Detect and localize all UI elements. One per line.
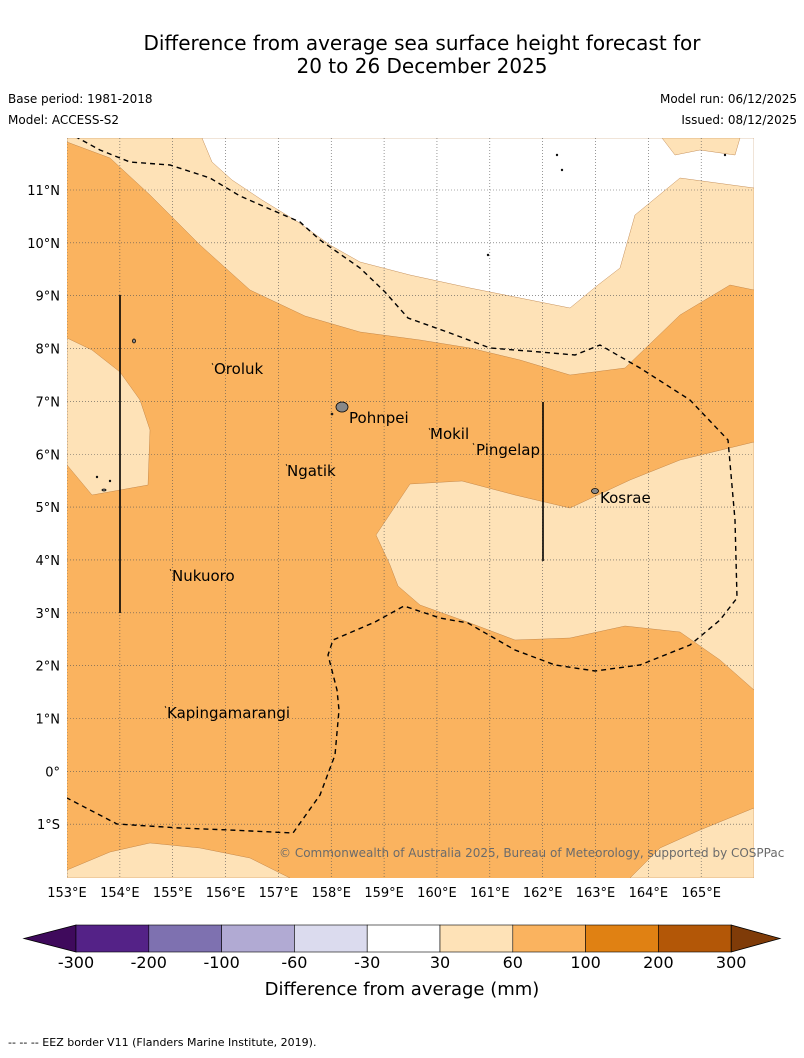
contour-30-60-west	[67, 337, 151, 496]
copyright-notice: © Commonwealth of Australia 2025, Bureau…	[279, 846, 784, 860]
issued-date: Issued: 08/12/2025	[681, 113, 797, 127]
lat-tick-label: 9°N	[36, 290, 61, 305]
lon-tick-label: 153°E	[47, 886, 87, 901]
lat-tick-label: 5°N	[36, 501, 61, 516]
islet-west	[132, 338, 136, 344]
contour-30-60-southwest	[67, 842, 291, 878]
title-line-2: 20 to 26 December 2025	[296, 54, 548, 78]
place-pingelap: Pingelap	[476, 441, 540, 459]
colorbar-tick-label: -200	[131, 953, 167, 972]
colorbar-label: Difference from average (mm)	[265, 979, 540, 1000]
land	[95, 153, 727, 494]
colorbar-tick-label: 100	[570, 953, 601, 972]
lat-tick-label: 10°N	[27, 237, 60, 252]
lon-tick-label: 165°E	[681, 886, 721, 901]
colorbar-tick-label: 200	[643, 953, 674, 972]
colorbar: -300 -200 -100 -60 -30 30 60 100 200 300	[22, 924, 782, 972]
colorbar-swatch	[75, 924, 150, 953]
model-run: Model run: 06/12/2025	[659, 92, 797, 106]
place-kosrae: Kosrae	[600, 489, 651, 507]
colorbar-tick-label: -100	[203, 953, 239, 972]
lon-tick-label: 163°E	[576, 886, 616, 901]
colorbar-tick-label: -60	[281, 953, 307, 972]
lat-tick-label: 3°N	[36, 607, 61, 622]
place-oroluk: Oroluk	[214, 360, 263, 378]
longitude-tick-labels: 153°E 154°E 155°E 156°E 157°E 158°E 159°E 160°E…	[47, 886, 721, 901]
gridlines	[67, 138, 754, 878]
lat-tick-label: 0°	[45, 765, 60, 780]
colorbar-swatch	[221, 924, 295, 953]
contour-30-60-central	[375, 441, 754, 691]
place-nukuoro: Nukuoro	[172, 567, 235, 585]
colorbar-swatch	[294, 924, 368, 953]
colorbar-tick-label: -300	[58, 953, 94, 972]
latitude-tick-labels: 11°N 10°N 9°N 8°N 7°N 6°N 5°N 4°N 3°N 2°N 1°N 0° 1°S	[27, 184, 60, 833]
colorbar-tick-label: 30	[430, 953, 450, 972]
lon-tick-label: 159°E	[364, 886, 404, 901]
lon-tick-label: 155°E	[153, 886, 193, 901]
lat-tick-label: 4°N	[36, 554, 61, 569]
eez-border	[67, 138, 738, 834]
place-markers	[164, 362, 475, 709]
islet-southwest	[101, 488, 107, 492]
lon-tick-label: 154°E	[100, 886, 140, 901]
lon-tick-label: 160°E	[417, 886, 457, 901]
lat-tick-label: 1°S	[37, 818, 60, 833]
lon-tick-label: 161°E	[470, 886, 510, 901]
colorbar-extend-low	[22, 924, 77, 953]
lat-tick-label: 7°N	[36, 395, 61, 410]
colorbar-swatch	[366, 924, 441, 953]
model-name: Model: ACCESS-S2	[8, 113, 120, 127]
map-title: Difference from average sea surface heig…	[0, 32, 804, 78]
lon-tick-label: 158°E	[311, 886, 351, 901]
lat-tick-label: 11°N	[27, 184, 60, 199]
place-ngatik: Ngatik	[287, 462, 336, 480]
islet-southwest-3	[108, 479, 112, 483]
lon-tick-label: 164°E	[629, 886, 669, 901]
islet-north-2	[560, 168, 564, 172]
islet-north-1	[555, 153, 559, 157]
pohnpei-island	[335, 401, 349, 413]
colorbar-extend-high	[730, 924, 782, 953]
title-line-1: Difference from average sea surface heig…	[143, 31, 701, 55]
contour-neutral-north	[201, 138, 754, 309]
map-area: Oroluk Pohnpei Mokil Pingelap Ngatik Kos…	[67, 138, 754, 878]
colorbar-tick-label: 60	[503, 953, 523, 972]
colorbar-swatch	[512, 924, 586, 953]
islet-north-3	[486, 253, 490, 257]
islet-northeast	[723, 153, 727, 157]
map-figure: Oroluk Pohnpei Mokil Pingelap Ngatik Kos…	[22, 138, 784, 1000]
colorbar-tick-label: -30	[354, 953, 380, 972]
colorbar-swatch	[585, 924, 659, 953]
lat-tick-label: 2°N	[36, 660, 61, 675]
contour-30-60-southeast	[629, 807, 754, 878]
lat-tick-label: 6°N	[36, 448, 61, 463]
lat-tick-label: 1°N	[36, 713, 61, 728]
place-pohnpei: Pohnpei	[349, 409, 409, 427]
place-mokil: Mokil	[430, 425, 469, 443]
colorbar-tick-label: 300	[716, 953, 747, 972]
lon-tick-label: 156°E	[206, 886, 246, 901]
place-kapingamarangi: Kapingamarangi	[167, 704, 290, 722]
islet-pohnpei	[330, 412, 334, 416]
colorbar-swatch	[439, 924, 514, 953]
colorbar-swatch	[148, 924, 222, 953]
kosrae-island	[591, 488, 599, 494]
lat-tick-label: 8°N	[36, 343, 61, 358]
lon-tick-label: 157°E	[259, 886, 299, 901]
lon-tick-label: 162°E	[523, 886, 563, 901]
base-period: Base period: 1981-2018	[8, 92, 153, 106]
islet-southwest-2	[95, 475, 99, 479]
colorbar-swatch	[658, 924, 732, 953]
footer-legend-note: -- -- -- EEZ border V11 (Flanders Marine…	[8, 1036, 317, 1049]
